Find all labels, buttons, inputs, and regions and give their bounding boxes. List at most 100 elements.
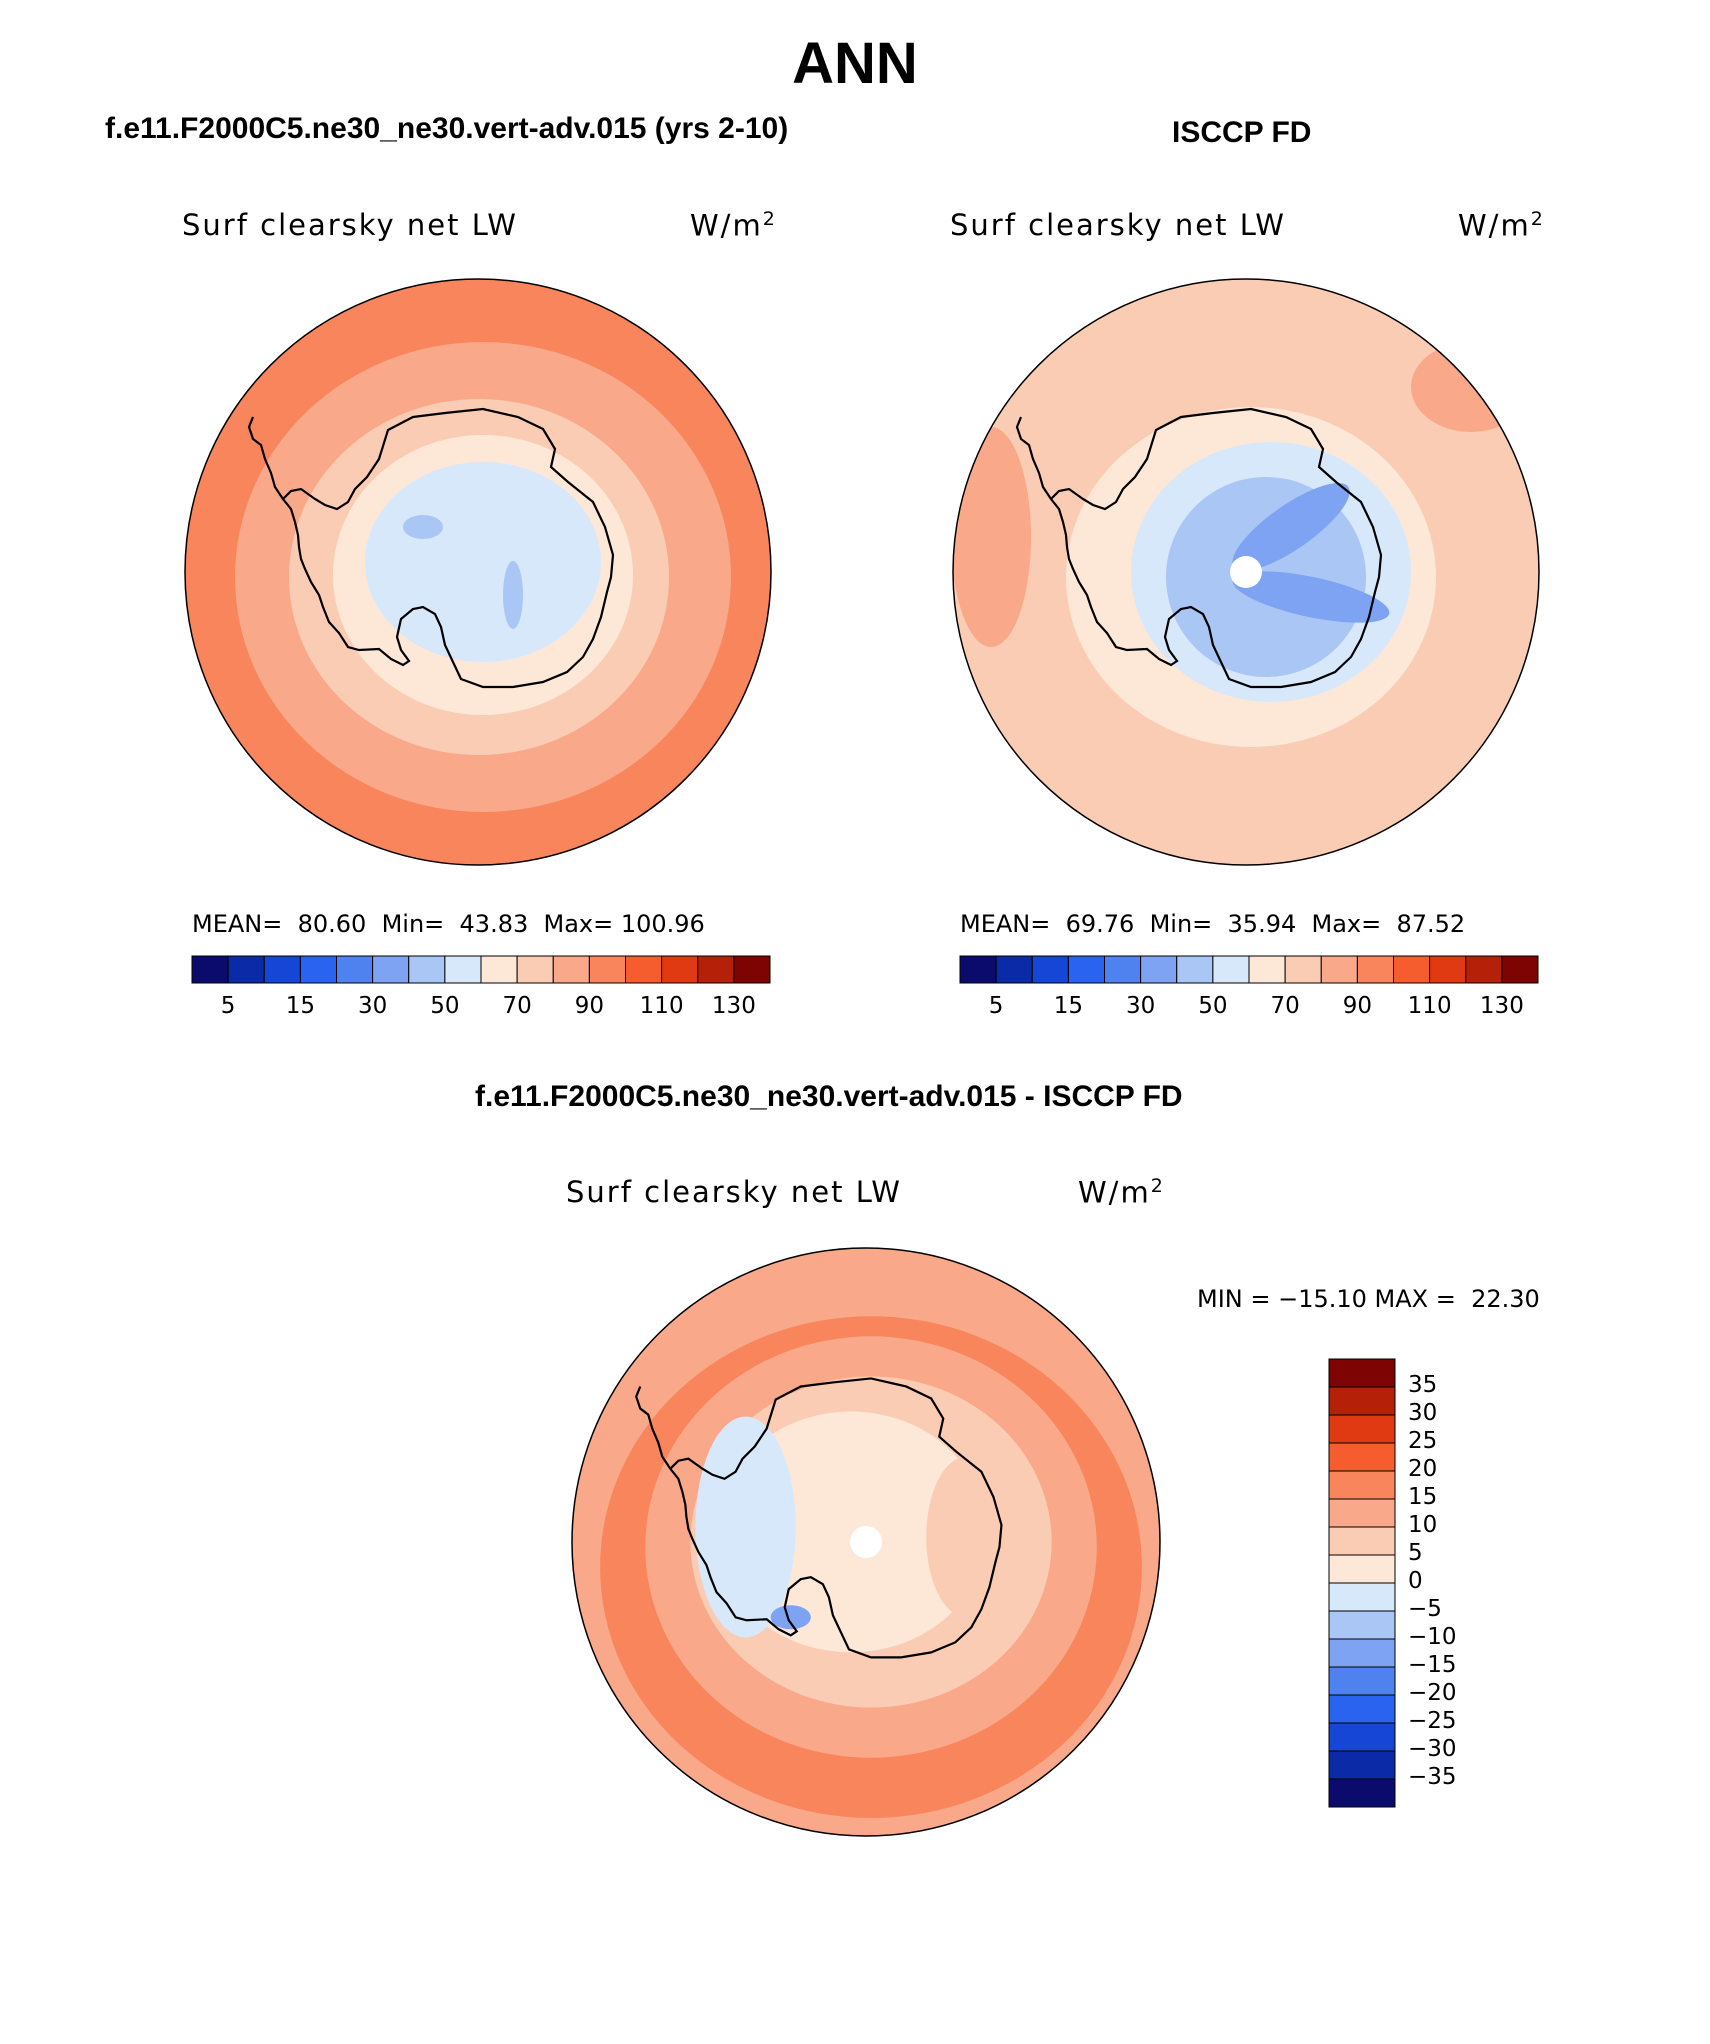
obs-pole-hole: [1230, 556, 1262, 588]
obs-colorbar: [959, 955, 1539, 984]
colorbar-swatch: [191, 955, 229, 984]
colorbar-tick-label: 20: [1408, 1456, 1438, 1482]
model-units: W/m: [690, 208, 763, 243]
colorbar-swatch: [1140, 955, 1178, 984]
colorbar-swatch: [1328, 1358, 1396, 1388]
colorbar-swatch: [480, 955, 518, 984]
colorbar-swatch: [552, 955, 590, 984]
model-units-label: W/m2: [690, 208, 777, 243]
colorbar-swatch: [1465, 955, 1503, 984]
colorbar-tick-label: 110: [639, 993, 684, 1019]
obs-units-sup: 2: [1530, 208, 1545, 230]
obs-stats: MEAN= 69.76 Min= 35.94 Max= 87.52: [960, 910, 1466, 938]
colorbar-tick-label: 50: [430, 993, 460, 1019]
diff-contour-east-5: [926, 1456, 1007, 1618]
colorbar-tick-label: −15: [1408, 1652, 1457, 1678]
model-units-sup: 2: [762, 208, 777, 230]
colorbar-swatch: [1104, 955, 1142, 984]
colorbar-tick-label: −35: [1408, 1764, 1457, 1790]
diff-units-sup: 2: [1150, 1175, 1165, 1197]
model-case-title: f.e11.F2000C5.ne30_ne30.vert-adv.015 (yr…: [105, 112, 789, 145]
colorbar-swatch: [444, 955, 482, 984]
colorbar-swatch: [1328, 1498, 1396, 1528]
colorbar-swatch: [1328, 1526, 1396, 1556]
diff-polar-map: [571, 1247, 1161, 1837]
obs-map-boundary: [952, 278, 1540, 866]
colorbar-swatch: [733, 955, 771, 984]
obs-contour-w-90: [953, 427, 1031, 647]
colorbar-tick-label: 0: [1408, 1568, 1423, 1594]
colorbar-swatch: [959, 955, 997, 984]
diff-contour-west-neg5: [695, 1416, 796, 1638]
model-polar-map: [184, 278, 772, 866]
colorbar-swatch: [1328, 1470, 1396, 1500]
colorbar-tick-label: 5: [988, 993, 1004, 1019]
diff-units-label: W/m2: [1078, 1175, 1165, 1210]
colorbar-swatch: [1328, 1750, 1396, 1780]
diff-variable-label: Surf clearsky net LW: [566, 1175, 902, 1209]
colorbar-swatch: [336, 955, 374, 984]
colorbar-swatch: [372, 955, 410, 984]
diff-map-boundary: [571, 1247, 1161, 1837]
model-contour-low-50: [403, 515, 443, 539]
colorbar-tick-label: 25: [1408, 1428, 1438, 1454]
diff-contour-neg-15: [770, 1605, 811, 1630]
colorbar-tick-label: 5: [220, 993, 236, 1019]
colorbar-swatch: [516, 955, 554, 984]
colorbar-tick-label: 15: [1053, 993, 1084, 1019]
colorbar-tick-label: 50: [1198, 993, 1228, 1019]
model-contour-low-50-b: [503, 561, 523, 629]
diff-pole-hole: [849, 1525, 883, 1559]
diff-units: W/m: [1078, 1175, 1151, 1210]
colorbar-tick-label: 15: [285, 993, 316, 1019]
obs-antarctica-coastline: [1049, 407, 1383, 689]
obs-contour-ridge-40-b: [1232, 571, 1390, 623]
obs-contour-ridge-40: [1232, 482, 1350, 572]
colorbar-tick-label: 30: [1408, 1400, 1438, 1426]
colorbar-swatch: [1031, 955, 1069, 984]
colorbar-tick-label: 70: [502, 993, 532, 1019]
obs-contour-ne-90: [1411, 342, 1531, 432]
colorbar-tick-label: 130: [1479, 993, 1524, 1019]
diff-antarctica-coastline: [668, 1377, 1003, 1659]
colorbar-tick-label: −25: [1408, 1708, 1457, 1734]
colorbar-swatch: [1328, 1582, 1396, 1612]
colorbar-tick-label: −20: [1408, 1680, 1457, 1706]
obs-units-label: W/m2: [1458, 208, 1545, 243]
diff-stats: MIN = −15.10 MAX = 22.30: [1197, 1285, 1540, 1313]
colorbar-swatch: [1328, 1666, 1396, 1696]
model-contour-interior-60: [365, 462, 601, 662]
colorbar-swatch: [1328, 1610, 1396, 1640]
colorbar-tick-label: 90: [574, 993, 605, 1019]
colorbar-tick-label: −30: [1408, 1736, 1457, 1762]
colorbar-swatch: [299, 955, 337, 984]
obs-units: W/m: [1458, 208, 1531, 243]
colorbar-swatch: [625, 955, 663, 984]
diff-colorbar: [1328, 1358, 1396, 1808]
colorbar-swatch: [1501, 955, 1539, 984]
colorbar-swatch: [1284, 955, 1322, 984]
diff-peninsula-coastline: [635, 1386, 672, 1470]
colorbar-tick-label: 10: [1408, 1512, 1438, 1538]
colorbar-tick-label: 30: [357, 993, 388, 1019]
colorbar-tick-label: −5: [1408, 1596, 1442, 1622]
colorbar-swatch: [995, 955, 1033, 984]
model-stats: MEAN= 80.60 Min= 43.83 Max= 100.96: [192, 910, 705, 938]
colorbar-swatch: [1328, 1414, 1396, 1444]
colorbar-swatch: [1067, 955, 1105, 984]
obs-peninsula-coastline: [1015, 416, 1052, 500]
colorbar-swatch: [1212, 955, 1250, 984]
colorbar-swatch: [1328, 1386, 1396, 1416]
diff-case-title: f.e11.F2000C5.ne30_ne30.vert-adv.015 - I…: [475, 1080, 1183, 1113]
colorbar-swatch: [588, 955, 626, 984]
obs-variable-label: Surf clearsky net LW: [950, 208, 1286, 242]
obs-polar-map: [952, 278, 1540, 866]
colorbar-tick-label: 5: [1408, 1540, 1423, 1566]
colorbar-swatch: [1320, 955, 1358, 984]
colorbar-tick-label: 30: [1125, 993, 1156, 1019]
colorbar-swatch: [1328, 1694, 1396, 1724]
colorbar-swatch: [1328, 1442, 1396, 1472]
figure-title: ANN: [792, 31, 918, 96]
colorbar-swatch: [1248, 955, 1286, 984]
colorbar-swatch: [1328, 1722, 1396, 1752]
